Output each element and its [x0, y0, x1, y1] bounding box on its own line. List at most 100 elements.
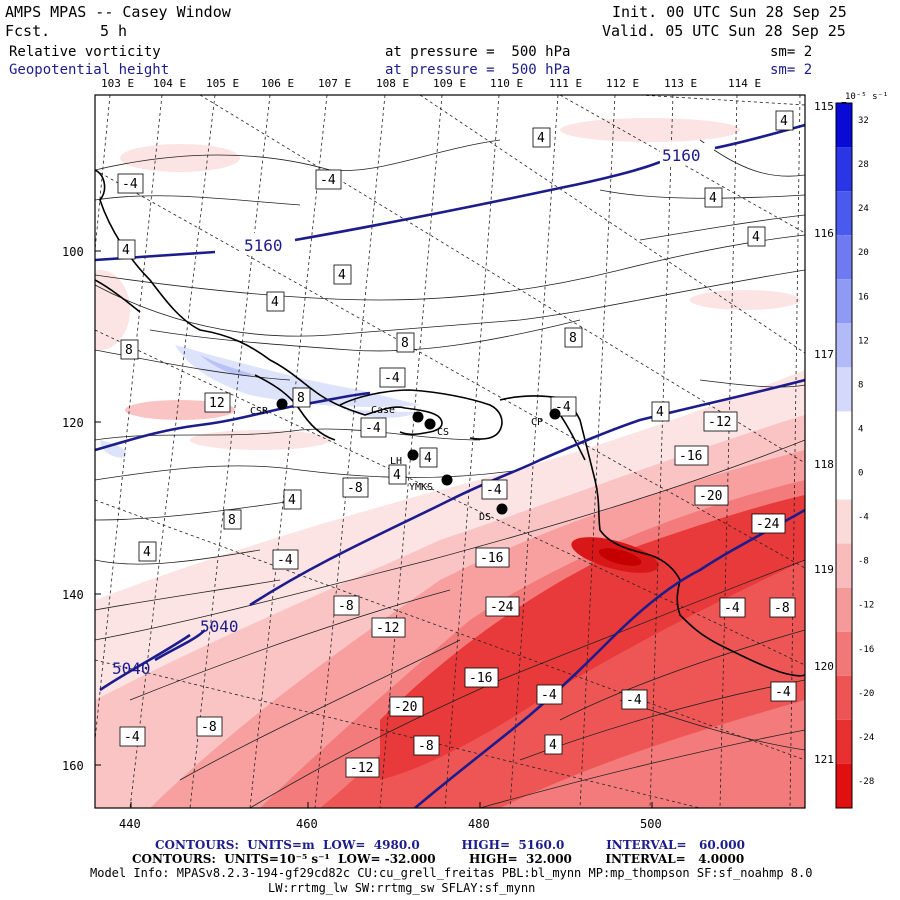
x-tick-label: 440	[119, 817, 141, 831]
vorticity-label-box	[120, 339, 139, 360]
vorticity-label-box	[379, 367, 406, 388]
vorticity-label: 4	[424, 451, 432, 466]
vorticity-label-box	[196, 716, 223, 737]
vorticity-label-box	[371, 617, 406, 638]
vorticity-label: -4	[365, 421, 381, 436]
vorticity-label-box	[119, 726, 146, 747]
vorticity-label: 8	[228, 513, 236, 528]
vorticity-label: -8	[774, 601, 790, 616]
vorticity-label-box	[333, 595, 360, 616]
vorticity-label-box	[223, 509, 242, 530]
colorbar-label: -16	[858, 645, 874, 655]
lon-label: 104 E	[153, 77, 187, 90]
vorticity-label-box	[266, 291, 285, 312]
station-markers: CSR Case CS LH YMKS DS CP	[250, 398, 561, 523]
colorbar-label: 20	[858, 248, 869, 258]
vorticity-label-box	[389, 696, 424, 717]
vorticity-label: 4	[143, 545, 151, 560]
vorticity-label-box	[315, 169, 342, 190]
vorticity-label: 4	[288, 493, 296, 508]
vorticity-label: -20	[394, 700, 417, 715]
height-contour-info: CONTOURS: UNITS=m LOW= 4980.0 HIGH= 5160…	[155, 838, 745, 852]
vorticity-label-box	[751, 513, 786, 534]
y-tick-label: 140	[62, 588, 84, 602]
vorticity-label: 4	[549, 738, 557, 753]
colorbar-swatch	[836, 279, 852, 324]
vorticity-label: -4	[775, 685, 791, 700]
station-dot	[407, 449, 419, 461]
vorticity-label-box	[536, 684, 563, 705]
vorticity-contour-labels: 4 4 -4 -4 4 4 4 4 4 8 8 8 -4 12 8 -4 -4 4 4 4 -8 4 8 4 -4 -12 -16 -…	[117, 110, 797, 778]
station-label: Case	[371, 405, 395, 416]
model-info: Model Info: MPASv8.2.3-194-gf29cd82c CU:…	[90, 866, 813, 880]
colorbar-label: 8	[858, 380, 863, 390]
vorticity-label: 4	[656, 405, 664, 420]
lon-label: 105 E	[206, 77, 240, 90]
x-axis-labels: 440 460 480 500	[119, 817, 662, 831]
vorticity-label: 12	[209, 396, 225, 411]
y-axis-labels: 100 120 140 160	[62, 245, 84, 773]
vorticity-label-box	[464, 667, 499, 688]
vorticity-label: 8	[297, 391, 305, 406]
colorbar-label: 12	[858, 336, 869, 346]
station-label: CSR	[250, 406, 269, 417]
height-label: 5040	[112, 659, 151, 678]
vorticity-label: -16	[480, 551, 503, 566]
vorticity-label: 4	[752, 230, 760, 245]
height-contours	[95, 123, 805, 808]
vorticity-label: -16	[679, 449, 702, 464]
vorticity-label-box	[770, 681, 797, 702]
graticule	[95, 95, 805, 808]
vorticity-label: 4	[537, 131, 545, 146]
vorticity-label: -4	[541, 688, 557, 703]
lon-label: 106 E	[261, 77, 295, 90]
vorticity-label-box	[388, 464, 407, 485]
vorticity-label-box	[413, 735, 440, 756]
axis-ticks	[95, 250, 653, 808]
vorticity-label-box	[564, 327, 583, 348]
y-tick-label: 120	[62, 416, 84, 430]
lon-label: 112 E	[606, 77, 640, 90]
station-dot	[412, 411, 424, 423]
vorticity-label: 4	[709, 191, 717, 206]
lon-label: 108 E	[376, 77, 410, 90]
colorbar-label: -12	[858, 601, 874, 611]
height-label: 5040	[200, 617, 239, 636]
vorticity-label: -12	[350, 761, 373, 776]
vorticity-label: 4	[393, 468, 401, 483]
vorticity-label: -16	[469, 671, 492, 686]
vorticity-label: 4	[780, 114, 788, 129]
station-dot	[441, 474, 453, 486]
field2-name: Geopotential height	[9, 62, 170, 78]
map-title: AMPS MPAS -- Casey Window	[5, 3, 231, 21]
vorticity-label-box	[292, 387, 311, 408]
lon-label: 103 E	[101, 77, 135, 90]
colorbar-swatch	[836, 631, 852, 676]
field1-smoothing: sm= 2	[770, 44, 813, 60]
vorticity-label-box	[621, 689, 648, 710]
colorbar-unit: 10⁻⁵ s⁻¹	[845, 92, 888, 102]
vorticity-label-box	[532, 127, 551, 148]
colorbar-frame	[835, 102, 853, 809]
vorticity-label-box	[396, 332, 415, 353]
lon-label: 109 E	[433, 77, 467, 90]
station-dot	[424, 418, 436, 430]
x-tick-label: 480	[468, 817, 490, 831]
station-dot	[496, 503, 508, 515]
colorbar-swatch	[836, 103, 852, 148]
vorticity-label: -20	[699, 489, 722, 504]
init-time: Init. 00 UTC Sun 28 Sep 25	[612, 3, 847, 21]
vorticity-label-box	[204, 392, 231, 413]
vorticity-label: -4	[124, 730, 140, 745]
field1-name: Relative vorticity	[9, 44, 161, 60]
forecast-label: Fcst.	[5, 22, 51, 40]
vorticity-label: 4	[338, 268, 346, 283]
lon-label: 110 E	[490, 77, 524, 90]
vorticity-label-box	[674, 445, 709, 466]
vorticity-label: -4	[724, 601, 740, 616]
vorticity-label-box	[703, 411, 738, 432]
vorticity-label: -24	[756, 517, 780, 532]
vorticity-label-box	[719, 597, 746, 618]
station-label: YMKS	[409, 482, 433, 493]
